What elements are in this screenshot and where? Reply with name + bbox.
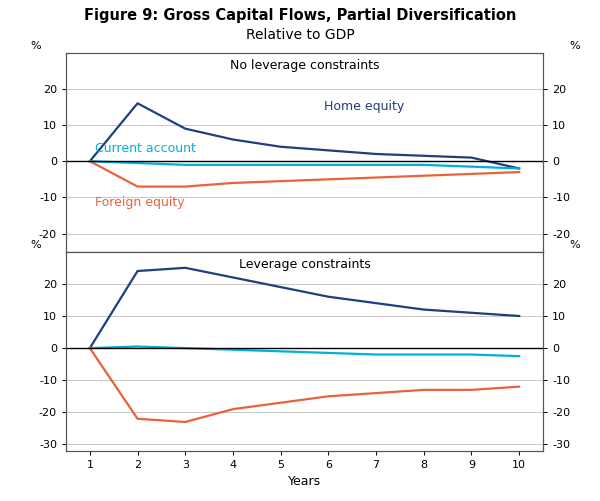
X-axis label: Years: Years — [288, 475, 321, 488]
Text: Figure 9: Gross Capital Flows, Partial Diversification: Figure 9: Gross Capital Flows, Partial D… — [84, 8, 516, 23]
Text: Home equity: Home equity — [323, 100, 404, 113]
Text: %: % — [30, 41, 41, 51]
Text: Relative to GDP: Relative to GDP — [245, 28, 355, 42]
Text: Current account: Current account — [95, 142, 196, 155]
Text: Leverage constraints: Leverage constraints — [239, 258, 370, 271]
Text: %: % — [30, 240, 41, 250]
Text: %: % — [569, 41, 580, 51]
Text: %: % — [569, 240, 580, 250]
Text: No leverage constraints: No leverage constraints — [230, 59, 379, 72]
Text: Foreign equity: Foreign equity — [95, 196, 184, 209]
